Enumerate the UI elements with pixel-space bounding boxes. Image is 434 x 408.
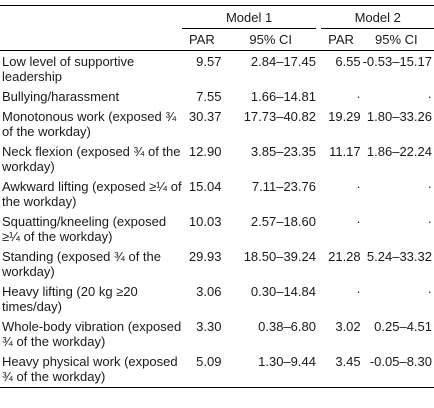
row-ci1: 2.84–17.45 bbox=[250, 54, 316, 69]
par1-header: PAR bbox=[182, 28, 226, 51]
row-label: Neck flexion (exposed ¾ of the workday) bbox=[2, 144, 181, 174]
table-row: Squatting/kneeling (exposed ≥¼ of the wo… bbox=[0, 211, 434, 246]
table-row: Low level of supportive leadership 9.57 … bbox=[0, 51, 434, 87]
ci2-header: 95% CI bbox=[360, 28, 434, 51]
row-par1: 12.90 bbox=[188, 144, 222, 159]
top-rule bbox=[0, 5, 434, 6]
row-par2: · bbox=[356, 89, 361, 104]
table-row: Heavy physical work (exposed ¾ of the wo… bbox=[0, 351, 434, 388]
row-par1: 15.04 bbox=[188, 179, 222, 194]
row-ci2: 1.80–33.26 bbox=[366, 109, 432, 124]
par-table: Model 1 Model 2 PAR 95% CI PAR 95% CI Lo… bbox=[0, 5, 434, 388]
row-par1: 3.06 bbox=[196, 284, 222, 299]
row-ci2: · bbox=[427, 89, 432, 104]
row-ci1: 3.85–23.35 bbox=[250, 144, 316, 159]
row-par2: 21.28 bbox=[328, 249, 361, 264]
row-label: Low level of supportive leadership bbox=[2, 54, 135, 84]
row-ci1: 18.50–39.24 bbox=[243, 249, 316, 264]
row-label: Heavy physical work (exposed ¾ of the wo… bbox=[0, 351, 183, 388]
row-label: Bullying/harassment bbox=[2, 89, 120, 104]
par2-header: PAR bbox=[321, 28, 361, 51]
row-par1: 29.93 bbox=[188, 249, 222, 264]
row-ci1: 0.38–6.80 bbox=[258, 319, 316, 334]
row-label: Monotonous work (exposed ¾ of the workda… bbox=[2, 109, 177, 139]
row-ci2: -0.53–15.17 bbox=[362, 54, 432, 69]
row-ci1: 2.57–18.60 bbox=[250, 214, 316, 229]
row-par1: 7.55 bbox=[196, 89, 222, 104]
row-ci1: 17.73–40.82 bbox=[243, 109, 316, 124]
row-par2: 3.45 bbox=[321, 351, 361, 388]
model1-header: Model 1 bbox=[182, 6, 316, 29]
sub-header-row: PAR 95% CI PAR 95% CI bbox=[0, 28, 434, 51]
row-ci2: 5.24–33.32 bbox=[366, 249, 432, 264]
row-label: Whole-body vibration (exposed ¾ of the w… bbox=[2, 319, 182, 349]
row-label: Awkward lifting (exposed ≥¼ of the workd… bbox=[2, 179, 182, 209]
row-label: Squatting/kneeling (exposed ≥¼ of the wo… bbox=[2, 214, 167, 244]
row-ci2: 0.25–4.51 bbox=[374, 319, 432, 334]
row-par2: 6.55 bbox=[335, 54, 361, 69]
row-par2: · bbox=[356, 214, 361, 229]
table-row: Awkward lifting (exposed ≥¼ of the workd… bbox=[0, 176, 434, 211]
table-row: Heavy lifting (20 kg ≥20 times/day) 3.06… bbox=[0, 281, 434, 316]
table-row: Neck flexion (exposed ¾ of the workday) … bbox=[0, 141, 434, 176]
table-row: Whole-body vibration (exposed ¾ of the w… bbox=[0, 316, 434, 351]
row-label: Standing (exposed ¾ of the workday) bbox=[2, 249, 162, 279]
row-ci1: 7.11–23.76 bbox=[251, 179, 316, 194]
row-ci2: · bbox=[427, 284, 432, 299]
ci1-header: 95% CI bbox=[225, 28, 316, 51]
row-label: Heavy lifting (20 kg ≥20 times/day) bbox=[2, 284, 138, 314]
row-ci2: · bbox=[427, 214, 432, 229]
row-ci2: 1.86–22.24 bbox=[366, 144, 432, 159]
row-par1: 5.09 bbox=[182, 351, 226, 388]
model-header-row: Model 1 Model 2 bbox=[0, 6, 434, 29]
row-ci2: -0.05–8.30 bbox=[360, 351, 434, 388]
row-ci2: · bbox=[427, 179, 432, 194]
model2-header: Model 2 bbox=[321, 6, 434, 29]
row-par1: 3.30 bbox=[196, 319, 222, 334]
table-row: Monotonous work (exposed ¾ of the workda… bbox=[0, 106, 434, 141]
header-blank bbox=[0, 6, 182, 29]
row-par2: 19.29 bbox=[328, 109, 361, 124]
row-ci1: 1.66–14.81 bbox=[250, 89, 316, 104]
row-par2: 11.17 bbox=[329, 144, 361, 159]
row-par2: · bbox=[356, 284, 361, 299]
row-par2: 3.02 bbox=[335, 319, 361, 334]
row-par2: · bbox=[356, 179, 361, 194]
row-par1: 9.57 bbox=[196, 54, 222, 69]
row-ci1: 0.30–14.84 bbox=[250, 284, 316, 299]
row-ci1: 1.30–9.44 bbox=[225, 351, 316, 388]
table-row: Standing (exposed ¾ of the workday) 29.9… bbox=[0, 246, 434, 281]
row-par1: 10.03 bbox=[188, 214, 222, 229]
table-row: Bullying/harassment 7.55 1.66–14.81 · · bbox=[0, 86, 434, 106]
row-par1: 30.37 bbox=[188, 109, 222, 124]
